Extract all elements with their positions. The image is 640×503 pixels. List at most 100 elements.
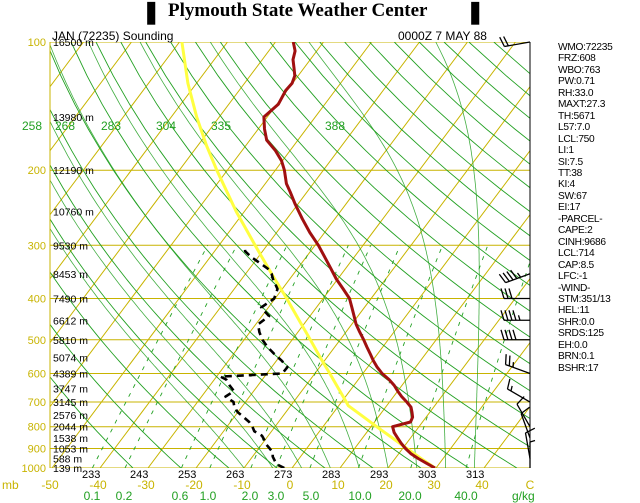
- isotherm: [435, 341, 530, 468]
- height-label: 16500 m: [53, 37, 94, 49]
- height-label: 9530 m: [53, 240, 88, 252]
- pressure-tick-label: 900: [28, 444, 46, 456]
- index-item: -WIND-: [558, 282, 591, 294]
- parcel-line: [180, 42, 436, 468]
- wind-barb: [499, 36, 531, 48]
- kelvin-label: 273: [274, 469, 292, 481]
- index-item: -PARCEL-: [558, 213, 603, 225]
- axis-unit-mb: mb: [2, 478, 19, 492]
- moist-adiabat: [88, 42, 360, 468]
- dry-adiabat: [244, 42, 530, 312]
- dry-adiabat: [95, 42, 518, 468]
- wind-barb: [506, 378, 531, 403]
- dewpoint-line: [219, 245, 289, 468]
- index-item: L57:7.0: [558, 122, 590, 134]
- index-item: SW:67: [558, 190, 587, 202]
- plot-area: [50, 42, 530, 468]
- chart-title: ❚ Plymouth State Weather Center ❚: [0, 0, 640, 26]
- index-item: BRN:0.1: [558, 351, 595, 363]
- wind-barb: [500, 288, 530, 300]
- dry-adiabat: [50, 218, 278, 468]
- wind-barb: [498, 269, 531, 284]
- dry-adiabat: [145, 42, 530, 420]
- moist-adiabat: [50, 179, 274, 468]
- isotherm: [50, 42, 132, 152]
- height-label: 3145 m: [53, 397, 88, 409]
- index-item: CAPE:2: [558, 225, 593, 237]
- height-label: 12190 m: [53, 165, 94, 177]
- theta-label: 258: [22, 119, 42, 133]
- index-item: EI:17: [558, 202, 581, 214]
- mixing-ratio-label: 1.0: [200, 489, 217, 503]
- mixing-ratio-line: [250, 245, 349, 468]
- index-item: STM:351/13: [558, 293, 611, 305]
- height-label: 2576 m: [53, 410, 88, 422]
- kelvin-label: 263: [226, 469, 244, 481]
- moist-adiabat: [308, 42, 446, 468]
- height-label: 8453 m: [53, 269, 88, 281]
- moist-adiabat: [50, 120, 302, 468]
- height-label: 139 m: [53, 463, 82, 475]
- temp-tick-label: 20: [379, 478, 393, 492]
- time-label: 0000Z 7 MAY 88: [398, 29, 487, 43]
- temp-tick-label: -20: [185, 478, 203, 492]
- mixing-ratio-label: 0.6: [172, 489, 189, 503]
- moist-adiabat: [209, 42, 418, 468]
- height-label: 4389 m: [53, 368, 88, 380]
- pressure-tick-label: 800: [28, 422, 46, 434]
- mixing-ratio-label: 10.0: [348, 489, 372, 503]
- theta-label: 388: [325, 119, 345, 133]
- page-title: Plymouth State Weather Center: [168, 0, 428, 21]
- flag-left-icon: ❚: [142, 0, 161, 24]
- temp-tick-label: -10: [233, 478, 251, 492]
- height-label: 5074 m: [53, 352, 88, 364]
- pressure-tick-label: 300: [28, 240, 46, 252]
- pressure-tick-label: 700: [28, 397, 46, 409]
- indices-panel: WMO:72235 FRZ:608 WBO:763 PW:0.71 RH:33.0 MAX…: [558, 42, 638, 374]
- kelvin-label: 233: [82, 469, 100, 481]
- moist-adiabat: [50, 43, 331, 468]
- theta-label: 335: [211, 119, 231, 133]
- index-item: HEL:11: [558, 305, 590, 317]
- moist-adiabat: [50, 227, 245, 468]
- dry-adiabat: [294, 42, 530, 261]
- kelvin-label: 283: [322, 469, 340, 481]
- dry-adiabat: [50, 164, 326, 468]
- wind-barb: [516, 396, 531, 428]
- temp-tick-label: 10: [331, 478, 345, 492]
- height-label: 7490 m: [53, 293, 88, 305]
- index-item: PW:0.71: [558, 76, 595, 88]
- temperature-line: [262, 42, 436, 468]
- height-label: 10760 m: [53, 207, 94, 219]
- index-item: LCL:714: [558, 248, 595, 260]
- isotherm: [243, 85, 530, 468]
- wind-barb: [520, 406, 531, 439]
- flag-right-icon: ❚: [466, 0, 485, 24]
- dry-adiabat: [219, 42, 530, 338]
- index-item: RH:33.0: [558, 87, 594, 99]
- isotherm: [387, 277, 530, 468]
- temp-tick-label: -30: [137, 478, 155, 492]
- kelvin-label: 313: [466, 469, 484, 481]
- moist-adiabat: [139, 42, 389, 468]
- wind-barb: [500, 329, 530, 341]
- wind-barb: [529, 439, 536, 468]
- dry-adiabat: [170, 42, 530, 392]
- dry-adiabat: [50, 108, 374, 468]
- mixing-ratio-line: [358, 245, 444, 468]
- pressure-tick-label: 200: [28, 165, 46, 177]
- isotherm: [195, 42, 516, 468]
- mixing-ratio-label: 2.0: [242, 489, 259, 503]
- index-item: CAP:8.5: [558, 259, 594, 271]
- pressure-tick-label: 500: [28, 335, 46, 347]
- temp-tick-label: C: [526, 478, 535, 492]
- moist-adiabat: [435, 42, 480, 468]
- theta-label: 283: [101, 119, 121, 133]
- temp-tick-label: 30: [427, 478, 441, 492]
- index-item: TT:38: [558, 167, 582, 179]
- dry-adiabat: [50, 323, 182, 468]
- index-item: FRZ:608: [558, 53, 596, 65]
- height-label: 1053 m: [53, 444, 88, 456]
- temp-tick-label: -40: [89, 478, 107, 492]
- mixing-ratio-line: [124, 245, 238, 468]
